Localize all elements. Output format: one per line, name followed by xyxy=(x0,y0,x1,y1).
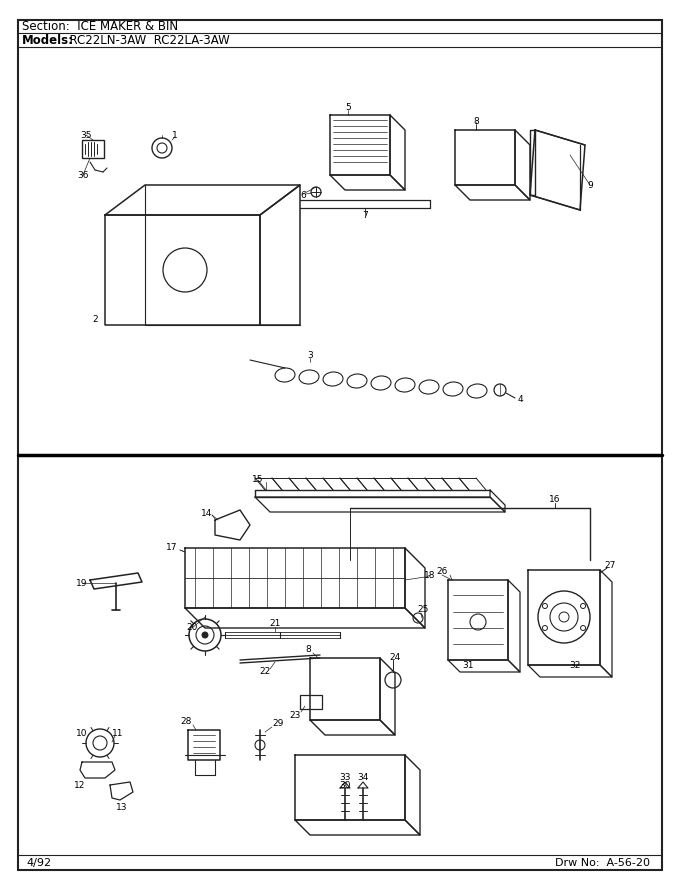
Text: 15: 15 xyxy=(252,475,264,484)
Text: 6: 6 xyxy=(300,190,306,199)
Text: Drw No:  A-56-20: Drw No: A-56-20 xyxy=(555,858,650,868)
Text: 19: 19 xyxy=(76,578,88,587)
Text: 35: 35 xyxy=(80,131,92,140)
Text: 33: 33 xyxy=(339,773,351,782)
Text: 4/92: 4/92 xyxy=(26,858,51,868)
Text: 30: 30 xyxy=(339,781,351,789)
Text: 10: 10 xyxy=(76,729,88,738)
Text: 14: 14 xyxy=(201,508,213,517)
Text: 23: 23 xyxy=(289,710,301,719)
Text: 18: 18 xyxy=(424,570,436,579)
Bar xyxy=(300,695,322,709)
Text: 17: 17 xyxy=(166,544,177,553)
Text: 9: 9 xyxy=(587,181,593,190)
Text: 31: 31 xyxy=(462,661,474,670)
Text: 5: 5 xyxy=(345,102,351,111)
Text: 13: 13 xyxy=(116,804,128,813)
Text: 11: 11 xyxy=(112,729,124,738)
Text: 8: 8 xyxy=(305,645,311,654)
Text: 32: 32 xyxy=(569,661,581,670)
Text: 1: 1 xyxy=(172,131,178,140)
Text: Models:: Models: xyxy=(22,34,74,46)
Text: 29: 29 xyxy=(272,718,284,727)
Text: 27: 27 xyxy=(605,561,615,570)
Text: RC22LN-3AW  RC22LA-3AW: RC22LN-3AW RC22LA-3AW xyxy=(62,34,230,46)
Text: 16: 16 xyxy=(549,496,561,505)
Text: 36: 36 xyxy=(78,171,89,180)
Text: 26: 26 xyxy=(437,568,447,577)
Text: 4: 4 xyxy=(517,395,523,404)
Circle shape xyxy=(202,632,208,638)
Text: 2: 2 xyxy=(92,315,98,325)
Text: 28: 28 xyxy=(180,717,192,726)
Text: 8: 8 xyxy=(473,117,479,126)
Text: 34: 34 xyxy=(357,773,369,782)
Text: Section:  ICE MAKER & BIN: Section: ICE MAKER & BIN xyxy=(22,20,178,33)
Text: 3: 3 xyxy=(307,351,313,360)
Bar xyxy=(82,140,104,158)
Text: 7: 7 xyxy=(362,211,368,220)
Text: 24: 24 xyxy=(390,653,401,662)
Text: 25: 25 xyxy=(418,605,428,614)
Text: 21: 21 xyxy=(269,619,281,627)
Text: 20: 20 xyxy=(186,624,198,633)
Text: 22: 22 xyxy=(259,668,271,676)
Text: 12: 12 xyxy=(74,781,86,789)
